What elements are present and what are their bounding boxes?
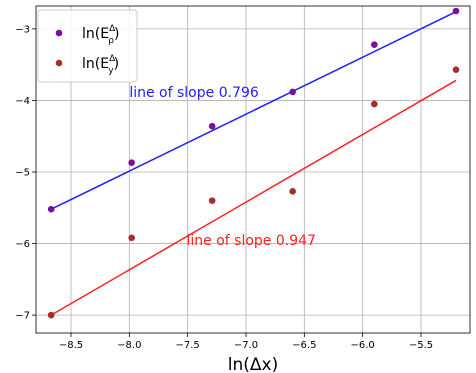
- slope-annotation: line of slope 0.947: [187, 233, 316, 249]
- data-point: [289, 188, 296, 195]
- plot-frame: [35, 5, 471, 334]
- y-tick-label: −6: [15, 239, 30, 250]
- annotations: line of slope 0.796 line of slope 0.947: [129, 85, 316, 249]
- data-point: [128, 234, 135, 242]
- y-tick-label: −7: [15, 311, 30, 322]
- x-tick-label: −6.5: [292, 340, 316, 351]
- data-point: [47, 311, 55, 319]
- data-point: [208, 122, 216, 130]
- x-tick-label: −8.5: [59, 340, 83, 351]
- legend-label: ln(EΔ y): [82, 54, 119, 76]
- fit-line: [50, 79, 457, 316]
- data-point: [47, 205, 55, 213]
- legend-label: ln(EΔ ρ): [82, 24, 119, 46]
- data-point: [371, 100, 378, 108]
- fit-lines: [50, 11, 457, 316]
- x-tick-label: −8.0: [117, 340, 141, 351]
- y-tick-label: −4: [15, 96, 30, 107]
- data-point: [128, 159, 135, 167]
- y-tick-label: −5: [15, 168, 30, 179]
- data-point: [289, 88, 296, 96]
- legend-marker: [55, 59, 63, 67]
- x-tick-label: −6.0: [351, 340, 375, 351]
- x-tick-label: −7.5: [176, 340, 200, 351]
- legend: ln(EΔ ρ) ln(EΔ y): [37, 9, 138, 83]
- y-tick-label: −3: [15, 24, 30, 35]
- data-point: [452, 66, 460, 73]
- slope-annotation: line of slope 0.796: [129, 85, 259, 101]
- fit-line: [50, 11, 457, 210]
- data-points: [47, 7, 460, 319]
- data-point: [208, 197, 216, 204]
- x-axis-title: ln(Δx): [228, 355, 278, 373]
- x-tick-label: −5.5: [409, 340, 433, 351]
- data-point: [371, 41, 378, 48]
- legend-marker: [55, 29, 63, 37]
- data-point: [452, 7, 460, 15]
- axis-ticks: −8.5 −8.0 −7.5 −7.0 −6.5 −6.0 −5.5 −3 −4 −5 −6 −7: [15, 24, 433, 351]
- x-tick-label: −7.0: [234, 340, 258, 351]
- legend-box: [37, 9, 138, 83]
